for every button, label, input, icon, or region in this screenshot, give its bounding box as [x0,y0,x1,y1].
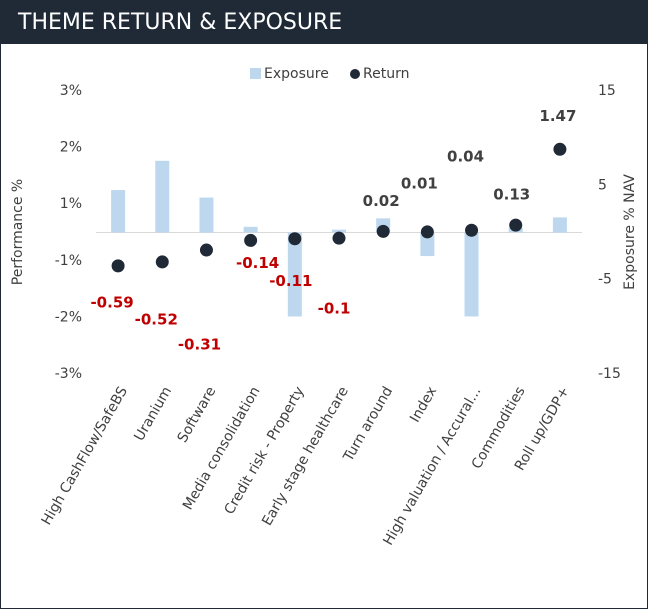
y-tick-label: -3% [55,366,82,382]
y-tick-label: 3% [60,83,82,99]
data-label: 0.01 [401,174,438,192]
data-label: -0.14 [236,254,279,272]
bar [332,229,346,233]
bar [111,190,126,233]
y-tick-label: 2% [60,140,82,156]
point [332,231,346,245]
data-label: 0.02 [363,192,400,210]
y2-tick-label: 5 [598,177,607,193]
point [155,255,169,269]
y2-tick-label: -5 [598,272,612,288]
bar [464,232,479,317]
bar [243,226,258,233]
data-label: 0.04 [447,148,484,166]
chart-title: THEME RETURN & EXPOSURE [17,10,342,35]
legend-label: Exposure [264,66,329,82]
data-label: -0.52 [135,310,178,328]
data-label: -0.31 [178,336,221,354]
data-label: -0.59 [90,293,133,311]
data-label: 0.13 [493,186,530,204]
y-tick-label: 1% [60,196,82,212]
point [420,225,434,239]
bar [155,160,170,233]
data-label: -0.11 [269,272,312,290]
bar [199,197,214,233]
data-label: 1.47 [539,107,576,125]
point [509,218,523,232]
y-tick-label: -2% [55,309,82,325]
data-label: -0.1 [318,300,351,318]
point [376,224,390,238]
header [0,0,648,44]
legend-label: Return [363,66,409,82]
bar [287,232,302,317]
point [553,142,567,156]
point [244,233,258,247]
bar [420,232,435,257]
legend-swatch [250,68,261,79]
y2-axis-title: Exposure % NAV [622,174,638,290]
point [199,243,213,257]
y2-tick-label: 15 [598,83,616,99]
y2-tick-label: -15 [598,366,621,382]
point [465,223,479,237]
legend-swatch [350,69,360,79]
bar [552,217,567,233]
point [111,259,125,273]
y-tick-label: -1% [55,253,82,269]
point [288,232,302,246]
y-axis-title: Performance % [10,179,26,285]
